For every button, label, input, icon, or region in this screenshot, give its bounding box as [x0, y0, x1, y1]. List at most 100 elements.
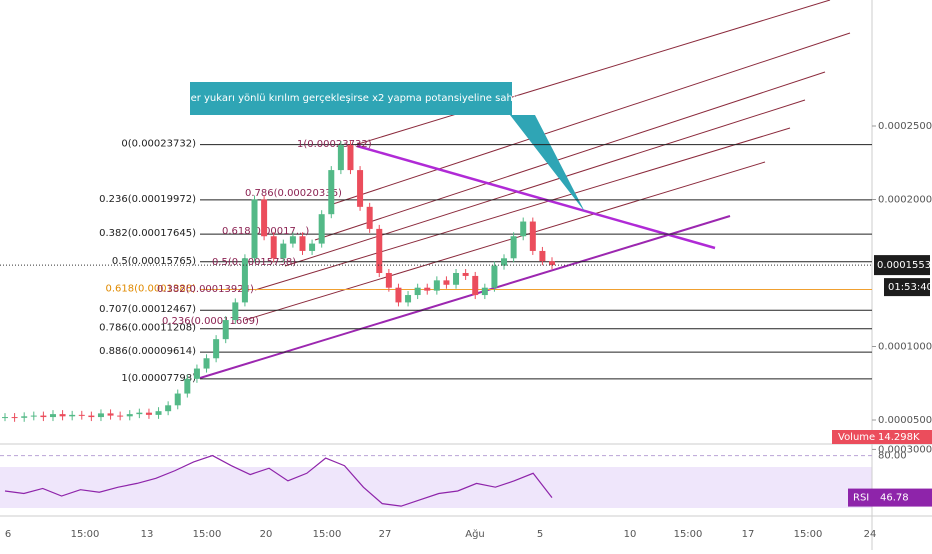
candle: [510, 236, 517, 259]
candle: [366, 206, 373, 229]
fib-label: 0.382(0.00013924): [157, 284, 254, 295]
rsi-tag: [848, 488, 932, 507]
pitchfork: [244, 0, 851, 321]
candle: [40, 415, 47, 418]
candle: [385, 272, 392, 288]
candle: [88, 415, 95, 418]
x-tick-label: 13: [141, 529, 154, 540]
candle: [203, 358, 210, 369]
candle: [251, 199, 258, 259]
countdown-tag: [884, 278, 930, 297]
candle: [318, 214, 325, 244]
x-tick-label: 5: [537, 529, 543, 540]
candle: [337, 145, 344, 171]
candle: [289, 236, 296, 244]
candle: [405, 295, 412, 303]
candle: [462, 272, 469, 276]
x-tick-label: 15:00: [794, 529, 823, 540]
rsi-line: [4, 454, 553, 507]
candle: [270, 236, 277, 259]
candle: [529, 221, 536, 251]
candle: [107, 413, 114, 416]
callout: [190, 82, 585, 212]
fib-label: 0.382(0.00017645): [99, 228, 196, 239]
fib-label: 1(0.00023732): [297, 139, 372, 150]
x-tick-label: 17: [742, 529, 755, 540]
candle: [193, 368, 200, 379]
candle: [174, 393, 181, 406]
candle: [414, 287, 421, 296]
candle: [21, 416, 28, 418]
candle: [443, 280, 450, 285]
candle: [376, 228, 383, 273]
candle: [328, 170, 335, 215]
price-tag: [874, 255, 930, 276]
candle: [453, 272, 460, 285]
candle: [481, 287, 488, 296]
candle: [261, 199, 268, 237]
trend-line: [356, 144, 716, 250]
x-tick-label: 15:00: [193, 529, 222, 540]
volume-tag: [832, 430, 932, 444]
candle: [78, 414, 85, 416]
candle: [59, 414, 66, 417]
candle: [549, 261, 555, 266]
candle: [539, 250, 546, 262]
x-tick-label: 15:00: [313, 529, 342, 540]
candle: [184, 378, 191, 394]
candle: [309, 243, 316, 251]
fib-label: 0.786(0.00020336): [245, 188, 342, 199]
rsi-band: [0, 467, 872, 508]
fib-label: 1(0.00007798): [121, 373, 196, 384]
candle: [520, 221, 527, 237]
candle: [136, 412, 143, 415]
fib-label: 0.618(0.0001388): [105, 283, 196, 294]
fib-label: 0.786(0.00011208): [99, 323, 196, 334]
price-tag-label: 0.00015537: [877, 260, 932, 271]
x-tick-label: 27: [379, 529, 392, 540]
candle: [30, 415, 37, 417]
candle: [165, 405, 172, 412]
x-tick-label: 15:00: [674, 529, 703, 540]
candle: [347, 145, 354, 171]
candle: [491, 265, 498, 288]
fib-label: 0.5(0.00015765): [112, 256, 196, 267]
trend-line: [199, 215, 731, 379]
candle: [424, 287, 431, 291]
candle: [433, 280, 440, 291]
countdown: 01:53:40: [888, 282, 932, 293]
rsi-tick-label: 80.00: [878, 451, 907, 462]
fib-label: 0.886(0.00009614): [99, 346, 196, 357]
candle: [11, 417, 18, 419]
fib-label: 0.236(0.00011609): [162, 316, 259, 327]
candle: [472, 275, 479, 296]
annotation: eğer yukarı yönlü kırılım gerçekleşirse …: [178, 92, 522, 104]
fib-label: 0.5(0.00015738): [212, 257, 296, 268]
rsi-value-label: 46.78: [880, 493, 909, 504]
candle: [2, 417, 8, 419]
fib-label: 0(0.00023732): [121, 139, 196, 150]
candle: [126, 414, 133, 417]
candle: [117, 415, 124, 417]
fib-label: 0.236(0.00019972): [99, 194, 196, 205]
candle: [155, 411, 162, 415]
candle: [213, 339, 220, 359]
volume-label: 14.298K: [878, 432, 920, 443]
x-tick-label: 10: [624, 529, 637, 540]
candle: [501, 258, 508, 266]
candle: [49, 414, 56, 418]
x-tick-label: 20: [260, 529, 273, 540]
candle: [299, 236, 306, 251]
candle: [232, 302, 239, 321]
rsi-name: RSI: [853, 493, 869, 504]
x-tick-label: Ağu: [465, 528, 485, 540]
x-tick-label: 6: [5, 529, 11, 540]
x-tick-label: 24: [864, 529, 877, 540]
candle: [69, 414, 76, 417]
